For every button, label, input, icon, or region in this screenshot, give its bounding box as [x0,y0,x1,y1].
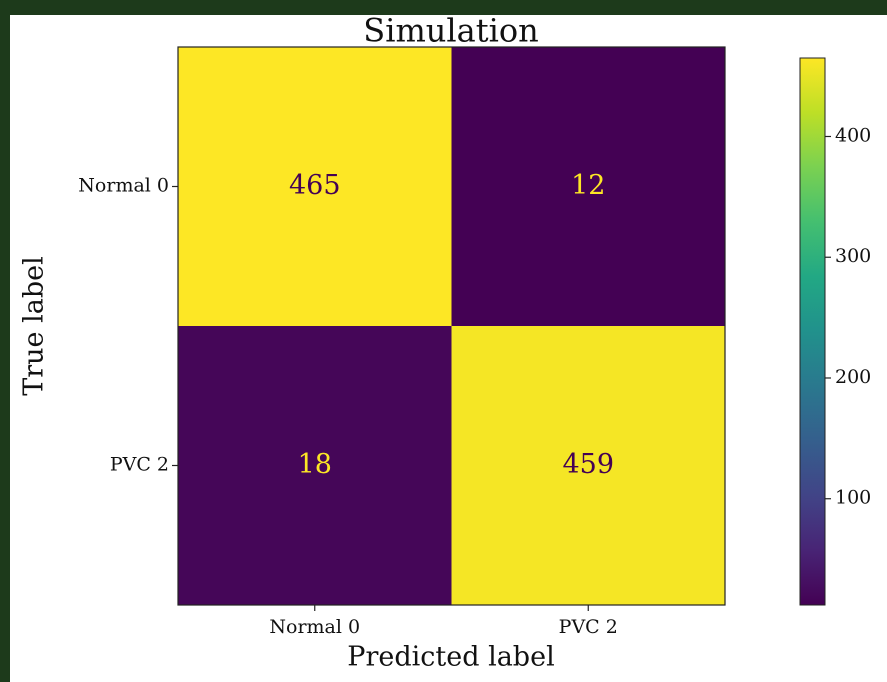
y-tick-label: Normal 0 [78,175,169,197]
cell-value: 465 [289,170,341,201]
cell-value: 18 [298,449,332,480]
colorbar-tick-label: 200 [835,366,871,388]
colorbar [799,57,826,606]
heatmap-cell [451,47,725,326]
colorbar-tick-label: 300 [835,245,871,267]
heatmap-cell [451,326,725,605]
plot-frame [177,46,726,606]
x-tick-label: PVC 2 [559,616,618,638]
colorbar-tick-label: 400 [835,124,871,146]
x-axis-label: Predicted label [347,642,554,673]
heatmap-cell [178,47,452,326]
chart-title: Simulation [363,12,538,50]
y-axis-label: True label [19,256,50,396]
colorbar-tick-label: 100 [835,487,871,509]
y-tick-label: PVC 2 [110,454,169,476]
x-tick-label: Normal 0 [269,616,360,638]
cell-value: 12 [571,170,605,201]
cell-value: 459 [562,449,614,480]
heatmap-cell [178,326,452,605]
